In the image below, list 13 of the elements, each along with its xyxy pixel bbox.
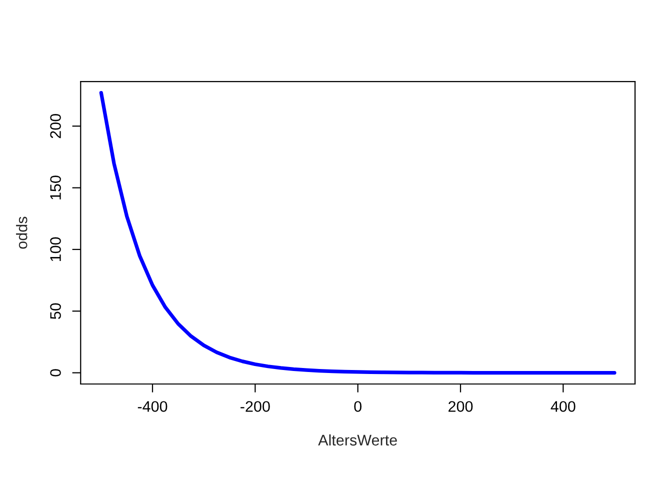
x-axis-title: AltersWerte [318,434,397,446]
y-tick-label: 200 [50,114,61,138]
y-tick-label: 0 [50,369,61,376]
line-series [99,91,616,375]
x-tick-label: 400 [550,401,576,412]
y-tick-label: 150 [50,176,61,200]
y-tick-label: 100 [50,237,61,262]
y-tick-label: 50 [50,303,61,319]
x-tick-label: -200 [240,401,270,412]
x-tick-label: 200 [448,401,473,412]
y-axis-title: odds [16,216,28,249]
x-tick-label: -400 [138,401,168,412]
x-tick-label: 0 [354,401,362,412]
